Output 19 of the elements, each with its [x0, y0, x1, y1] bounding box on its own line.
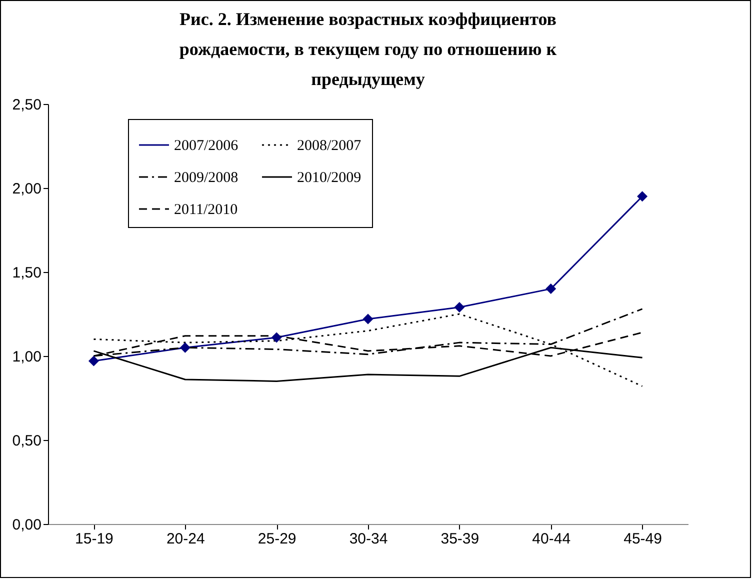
- legend-label: 2010/2009: [297, 170, 362, 186]
- x-tick-label: 30-34: [349, 530, 388, 548]
- legend-label: 2011/2010: [174, 202, 238, 218]
- x-tick-label: 45-49: [624, 530, 662, 548]
- legend-label: 2008/2007: [297, 138, 362, 154]
- x-tick-label: 15-19: [75, 530, 114, 548]
- legend-label: 2007/2006: [174, 138, 239, 154]
- chart-title: Рис. 2. Изменение возрастных коэффициентов рождаемости, в текущем году по отношению к предыдущему: [179, 9, 558, 89]
- x-tick-label: 35-39: [440, 530, 480, 548]
- y-tick-label: 2,50: [12, 96, 42, 114]
- y-tick-label: 0,00: [12, 516, 42, 534]
- y-tick-label: 1,50: [12, 264, 42, 282]
- y-tick-label: 2,00: [12, 180, 42, 198]
- x-tick-label: 25-29: [258, 530, 296, 548]
- x-tick-label: 40-44: [532, 530, 571, 548]
- legend-label: 2009/2008: [174, 170, 238, 186]
- y-tick-label: 1,00: [12, 348, 42, 366]
- x-tick-label: 20-24: [166, 530, 205, 548]
- y-tick-label: 0,50: [12, 432, 42, 450]
